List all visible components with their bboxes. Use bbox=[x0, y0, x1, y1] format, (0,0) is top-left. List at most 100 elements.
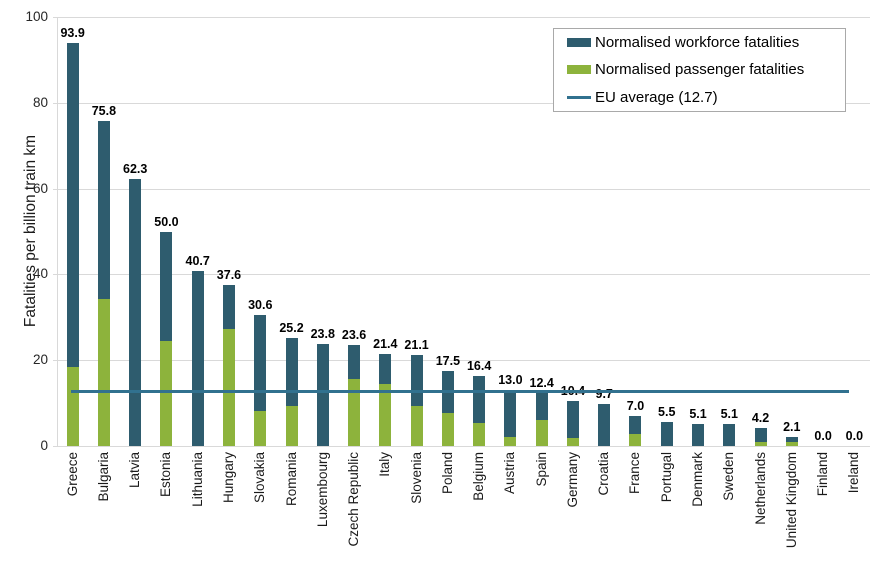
bar-passenger-18 bbox=[629, 433, 642, 446]
legend-label-eu-average: EU average (12.7) bbox=[595, 88, 718, 106]
x-label-0: Greece bbox=[64, 452, 80, 497]
x-label-6: Slovakia bbox=[252, 452, 268, 504]
x-label-2: Latvia bbox=[127, 452, 143, 489]
x-label-3: Estonia bbox=[158, 452, 174, 498]
value-label-1: 75.8 bbox=[91, 103, 117, 118]
value-label-14: 13.0 bbox=[498, 373, 523, 388]
bar-passenger-15 bbox=[535, 419, 548, 446]
bar-workforce-18 bbox=[629, 415, 642, 434]
eu-average-line bbox=[71, 390, 849, 394]
x-label-4: Lithuania bbox=[189, 452, 205, 507]
y-tick-80 bbox=[53, 102, 57, 104]
x-label-14: Austria bbox=[502, 452, 518, 495]
y-tick-label-80: 80 bbox=[32, 94, 48, 110]
y-tick-100 bbox=[53, 17, 57, 18]
bar-workforce-8 bbox=[316, 343, 329, 446]
bar-workforce-9 bbox=[348, 344, 361, 379]
bar-workforce-2 bbox=[129, 178, 142, 446]
x-label-10: Italy bbox=[377, 452, 393, 477]
legend-item-passenger: Normalised passenger fatalities bbox=[567, 56, 845, 83]
bar-workforce-22 bbox=[754, 427, 767, 442]
legend-item-workforce: Normalised workforce fatalities bbox=[567, 29, 845, 56]
gridline-20 bbox=[57, 360, 870, 362]
x-label-5: Hungary bbox=[220, 452, 236, 504]
passenger-swatch-icon bbox=[567, 65, 591, 75]
x-label-21: Sweden bbox=[721, 452, 737, 501]
y-tick-40 bbox=[53, 274, 57, 276]
x-label-20: Denmark bbox=[690, 452, 706, 507]
x-label-1: Bulgaria bbox=[95, 452, 111, 502]
y-axis-line bbox=[57, 17, 58, 446]
gridline-0 bbox=[57, 446, 870, 447]
bar-workforce-7 bbox=[285, 337, 298, 407]
bar-workforce-1 bbox=[97, 120, 110, 300]
x-label-8: Luxembourg bbox=[314, 452, 330, 528]
y-tick-label-60: 60 bbox=[32, 180, 48, 196]
value-label-2: 62.3 bbox=[123, 161, 148, 176]
bar-workforce-23 bbox=[785, 436, 798, 442]
x-label-22: Netherlands bbox=[752, 452, 768, 525]
y-tick-label-40: 40 bbox=[32, 266, 48, 282]
x-label-7: Romania bbox=[283, 452, 299, 507]
bar-passenger-7 bbox=[285, 406, 298, 446]
x-label-23: United Kingdom bbox=[783, 452, 799, 549]
x-label-19: Portugal bbox=[658, 452, 674, 503]
bar-passenger-23 bbox=[785, 441, 798, 446]
bar-workforce-5 bbox=[222, 284, 235, 329]
gridline-100 bbox=[57, 17, 870, 18]
bar-passenger-10 bbox=[379, 383, 392, 446]
value-label-3: 50.0 bbox=[154, 214, 179, 229]
legend: Normalised workforce fatalities Normalis… bbox=[553, 28, 846, 112]
bar-workforce-11 bbox=[410, 355, 423, 407]
x-label-11: Slovenia bbox=[408, 452, 424, 504]
bar-workforce-6 bbox=[254, 314, 267, 411]
bar-passenger-14 bbox=[504, 436, 517, 446]
bar-passenger-13 bbox=[473, 422, 486, 446]
x-label-24: Finland bbox=[815, 452, 831, 497]
bar-workforce-21 bbox=[723, 424, 736, 446]
value-label-18: 7.0 bbox=[626, 398, 645, 413]
workforce-swatch-icon bbox=[567, 38, 591, 48]
bar-passenger-1 bbox=[97, 299, 110, 446]
x-label-13: Belgium bbox=[471, 452, 487, 501]
bar-workforce-4 bbox=[191, 271, 204, 446]
x-label-15: Spain bbox=[533, 452, 549, 487]
eu-average-line-icon bbox=[567, 95, 591, 99]
value-label-6: 30.6 bbox=[248, 297, 273, 312]
legend-item-eu-average: EU average (12.7) bbox=[567, 84, 845, 111]
x-label-9: Czech Republic bbox=[346, 452, 362, 547]
y-tick-60 bbox=[53, 188, 57, 190]
bar-passenger-3 bbox=[160, 340, 173, 446]
value-label-12: 17.5 bbox=[435, 353, 461, 368]
x-label-12: Poland bbox=[439, 452, 455, 495]
value-label-20: 5.1 bbox=[689, 407, 707, 422]
value-label-24: 0.0 bbox=[814, 429, 832, 443]
gridline-40 bbox=[57, 274, 870, 276]
y-tick-label-100: 100 bbox=[25, 9, 48, 24]
bar-passenger-16 bbox=[566, 437, 579, 446]
x-label-18: France bbox=[627, 452, 643, 495]
value-label-25: 0.0 bbox=[845, 429, 864, 443]
bar-workforce-0 bbox=[66, 43, 79, 368]
bar-workforce-3 bbox=[160, 231, 173, 341]
value-label-11: 21.1 bbox=[404, 338, 429, 353]
bar-workforce-10 bbox=[379, 354, 392, 384]
bar-passenger-0 bbox=[66, 367, 79, 446]
x-label-25: Ireland bbox=[846, 452, 862, 494]
bar-workforce-17 bbox=[598, 404, 611, 446]
x-label-17: Croatia bbox=[596, 452, 612, 496]
value-label-4: 40.7 bbox=[185, 254, 210, 269]
value-label-21: 5.1 bbox=[720, 407, 738, 422]
gridline-80 bbox=[57, 102, 870, 104]
bar-workforce-14 bbox=[504, 390, 517, 437]
bar-passenger-22 bbox=[754, 441, 767, 446]
y-tick-label-20: 20 bbox=[32, 352, 48, 368]
value-label-5: 37.6 bbox=[216, 267, 242, 282]
bar-passenger-11 bbox=[410, 406, 423, 446]
value-label-15: 12.4 bbox=[529, 375, 554, 390]
bar-workforce-16 bbox=[566, 401, 579, 438]
legend-label-workforce: Normalised workforce fatalities bbox=[595, 34, 800, 52]
value-label-13: 16.4 bbox=[466, 358, 492, 373]
y-axis-title: Fatalities per billion train km bbox=[22, 134, 39, 328]
